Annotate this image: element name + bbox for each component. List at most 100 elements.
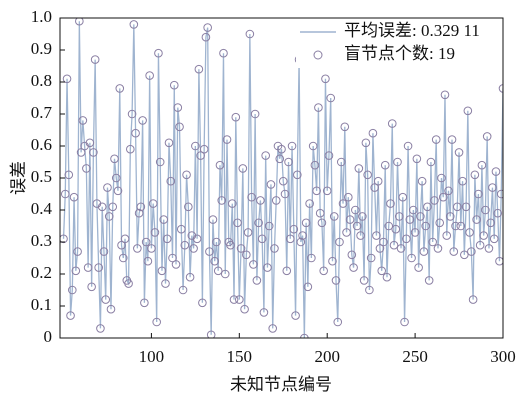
data-point	[307, 253, 316, 263]
data-point	[391, 224, 401, 234]
data-point	[261, 151, 270, 160]
data-point	[161, 279, 170, 288]
data-point	[370, 183, 379, 192]
data-point	[245, 29, 255, 39]
data-point	[456, 221, 466, 231]
data-point	[389, 240, 399, 250]
data-point	[242, 250, 251, 260]
y-tick-label: 0.8	[31, 71, 52, 90]
data-point	[400, 317, 409, 327]
data-point	[68, 285, 77, 295]
data-point	[470, 170, 480, 180]
data-point	[394, 212, 404, 221]
data-point	[449, 247, 459, 256]
data-point	[201, 32, 211, 42]
data-point	[363, 170, 372, 180]
data-point	[409, 205, 418, 215]
data-point	[447, 135, 457, 144]
data-point	[145, 71, 154, 80]
data-point	[340, 122, 350, 132]
data-point	[147, 244, 156, 253]
data-point	[426, 157, 436, 167]
data-point	[76, 148, 86, 157]
data-point	[238, 164, 248, 173]
data-point	[78, 116, 88, 125]
data-point	[486, 218, 495, 228]
data-point	[431, 135, 441, 144]
data-point	[433, 244, 443, 253]
legend-label: 盲节点个数: 19	[344, 44, 455, 63]
y-axis-label: 误差	[9, 161, 28, 195]
data-point	[435, 218, 445, 228]
data-point	[120, 234, 130, 244]
data-point	[324, 151, 334, 160]
legend: 平均误差: 0.329 11 盲节点个数: 19	[296, 20, 500, 68]
data-point	[300, 333, 309, 338]
data-point	[372, 231, 381, 240]
data-point	[69, 192, 79, 202]
data-point	[403, 141, 413, 151]
data-point	[285, 234, 295, 244]
data-point	[212, 237, 221, 247]
data-point	[104, 212, 114, 221]
data-point	[157, 266, 167, 276]
data-point	[472, 215, 481, 224]
data-point	[129, 20, 139, 29]
data-point	[481, 205, 490, 215]
data-point	[359, 276, 369, 285]
data-point	[451, 221, 460, 231]
data-point	[198, 298, 207, 308]
y-tick-label: 0	[44, 327, 53, 346]
data-point	[308, 141, 318, 151]
data-point	[154, 48, 163, 58]
data-point	[440, 90, 450, 100]
data-point	[314, 103, 323, 112]
data-point	[90, 55, 100, 64]
data-point	[127, 109, 137, 119]
data-point	[235, 295, 244, 304]
data-point	[166, 176, 176, 186]
data-point	[474, 189, 483, 199]
data-point	[368, 128, 378, 138]
data-point	[175, 122, 184, 132]
data-point	[351, 205, 360, 215]
data-point	[275, 154, 285, 164]
y-tick-label: 0.7	[31, 103, 53, 122]
data-point	[131, 128, 140, 138]
x-tick-label: 200	[314, 347, 340, 366]
data-point	[118, 253, 128, 263]
data-point	[477, 160, 487, 170]
data-point	[217, 196, 227, 205]
data-point	[398, 192, 408, 202]
data-point	[465, 228, 474, 237]
data-point	[365, 285, 374, 295]
data-point	[227, 199, 237, 208]
data-point	[329, 212, 339, 221]
data-point	[103, 183, 112, 192]
data-point	[277, 144, 286, 154]
plot-area	[60, 18, 503, 338]
data-point	[233, 218, 242, 228]
data-point	[321, 74, 330, 84]
data-point	[94, 263, 103, 272]
data-point	[71, 266, 81, 276]
data-point	[222, 135, 232, 144]
data-point	[60, 234, 68, 244]
data-point	[226, 240, 235, 250]
data-point	[89, 148, 98, 157]
data-point	[192, 234, 202, 244]
data-point	[75, 18, 84, 26]
data-point	[410, 228, 420, 237]
data-point	[484, 244, 494, 253]
y-tick-label: 0.4	[31, 199, 53, 218]
data-point	[138, 116, 147, 125]
data-point	[428, 237, 437, 247]
data-point	[99, 247, 109, 256]
data-point	[384, 221, 394, 231]
data-point	[312, 186, 321, 196]
data-point	[424, 276, 434, 285]
data-point	[396, 244, 406, 253]
data-point	[113, 186, 123, 196]
data-point	[83, 263, 93, 272]
data-point	[375, 244, 385, 253]
